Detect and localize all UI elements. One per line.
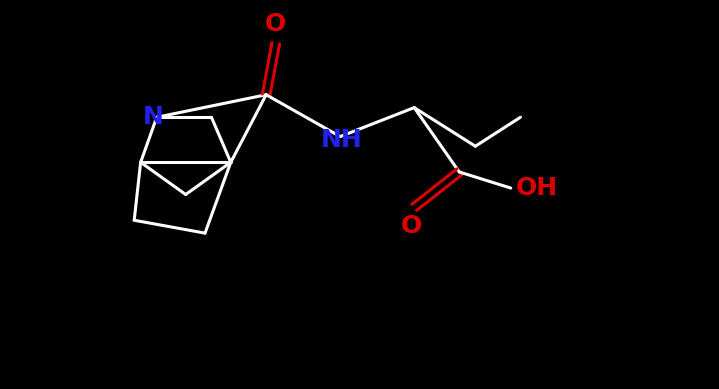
Text: NH: NH	[321, 128, 362, 152]
Text: O: O	[400, 214, 421, 238]
Text: O: O	[265, 12, 286, 35]
Text: OH: OH	[516, 176, 558, 200]
Text: N: N	[143, 105, 164, 129]
